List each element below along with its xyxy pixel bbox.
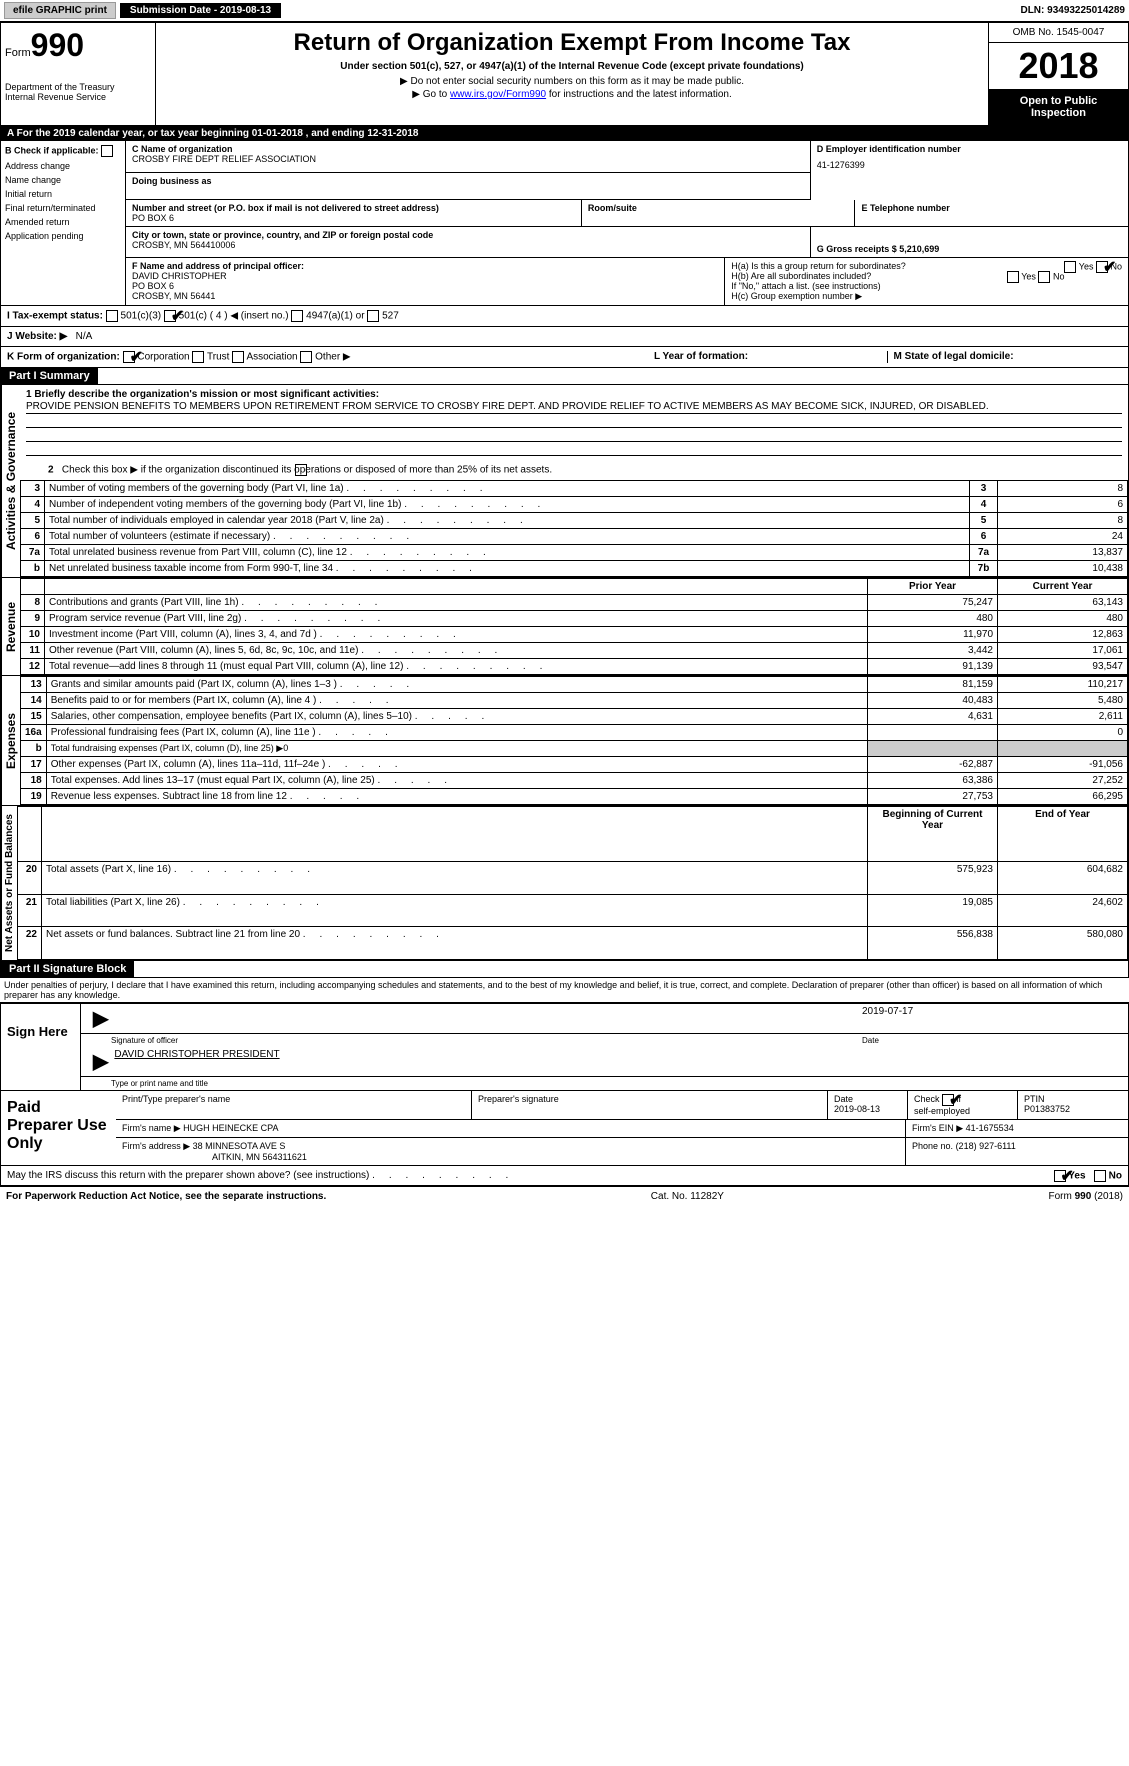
- signature-block: Sign Here ▶2019-07-17 Signature of offic…: [0, 1002, 1129, 1186]
- penalties: Under penalties of perjury, I declare th…: [0, 978, 1129, 1002]
- omb: OMB No. 1545-0047: [989, 23, 1128, 43]
- top-bar: efile GRAPHIC print Submission Date - 20…: [0, 0, 1129, 21]
- vert-ag: Activities & Governance: [1, 385, 20, 577]
- revenue-table: Prior YearCurrent Year8Contributions and…: [20, 578, 1128, 675]
- tax-year: 2018: [989, 43, 1128, 89]
- dln: DLN: 93493225014289: [1020, 5, 1125, 16]
- net-table: Beginning of Current YearEnd of Year20To…: [17, 806, 1128, 960]
- paid-preparer: Paid Preparer Use Only: [1, 1091, 116, 1165]
- row-i: I Tax-exempt status: 501(c)(3) 501(c) ( …: [1, 306, 1128, 326]
- irs-link[interactable]: www.irs.gov/Form990: [450, 89, 546, 100]
- submission-date: Submission Date - 2019-08-13: [120, 3, 281, 18]
- sign-here: Sign Here: [1, 1004, 81, 1090]
- form-title: Return of Organization Exempt From Incom…: [162, 29, 982, 57]
- ag-table: 3Number of voting members of the governi…: [20, 480, 1128, 577]
- note-link: ▶ Go to www.irs.gov/Form990 for instruct…: [162, 89, 982, 100]
- subtitle: Under section 501(c), 527, or 4947(a)(1)…: [162, 61, 982, 72]
- form-header: Form990 Department of the Treasury Inter…: [0, 21, 1129, 126]
- address: PO BOX 6: [132, 213, 575, 223]
- row-j: J Website: ▶ N/A: [1, 327, 1128, 346]
- row-k: K Form of organization: Corporation Trus…: [1, 347, 648, 367]
- part2-hdr: Part II Signature Block: [1, 961, 134, 977]
- footer: For Paperwork Reduction Act Notice, see …: [0, 1186, 1129, 1206]
- part1-hdr: Part I Summary: [1, 368, 98, 384]
- expense-table: 13Grants and similar amounts paid (Part …: [20, 676, 1128, 805]
- vert-exp: Expenses: [1, 676, 20, 805]
- mission-text: PROVIDE PENSION BENEFITS TO MEMBERS UPON…: [26, 400, 1122, 414]
- efile-btn[interactable]: efile GRAPHIC print: [4, 2, 116, 19]
- form-number: Form990: [5, 27, 151, 64]
- identity-block: B Check if applicable: Address change Na…: [0, 141, 1129, 306]
- ein: 41-1276399: [817, 160, 1122, 170]
- col-b: B Check if applicable: Address change Na…: [1, 141, 126, 305]
- vert-net: Net Assets or Fund Balances: [1, 806, 17, 960]
- city-zip: CROSBY, MN 564410006: [132, 240, 804, 250]
- org-name: CROSBY FIRE DEPT RELIEF ASSOCIATION: [132, 154, 804, 164]
- row-a: A For the 2019 calendar year, or tax yea…: [0, 126, 1129, 141]
- dept: Department of the Treasury Internal Reve…: [5, 82, 151, 102]
- vert-rev: Revenue: [1, 578, 20, 675]
- open-public: Open to Public Inspection: [989, 89, 1128, 125]
- note-ssn: ▶ Do not enter social security numbers o…: [162, 76, 982, 87]
